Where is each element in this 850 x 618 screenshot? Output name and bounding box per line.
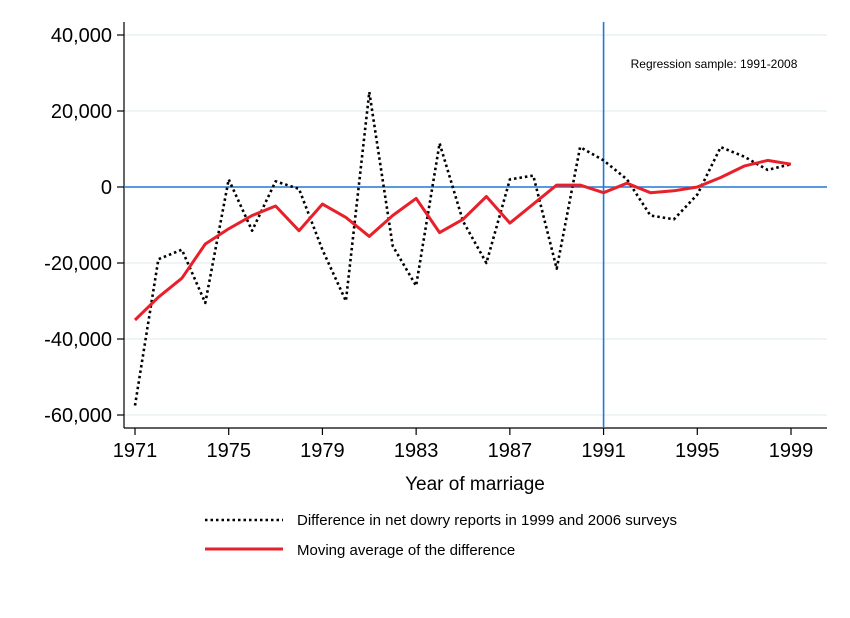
y-tick-label: -20,000: [44, 253, 112, 275]
x-tick-label: 1983: [394, 440, 439, 462]
y-tick-label: 40,000: [51, 25, 112, 47]
x-tick-label: 1995: [675, 440, 720, 462]
x-tick-label: 1991: [581, 440, 626, 462]
reference-lines: [124, 22, 827, 428]
gridlines: [124, 34, 827, 416]
y-tick-label: -40,000: [44, 329, 112, 351]
series-line-difference: [133, 90, 792, 406]
y-ticks: -60,000 -40,000 -20,000 0 20,000 40,000: [44, 25, 124, 427]
data-point: [649, 214, 652, 217]
x-ticks: 1971 1975 1979 1983 1987 1991 1995 1999: [113, 428, 814, 462]
legend-label-moving-average: Moving average of the difference: [297, 542, 515, 559]
x-tick-label: 1987: [488, 440, 533, 462]
x-tick-label: 1979: [300, 440, 345, 462]
series-group: [133, 90, 792, 406]
series-line-moving-average: [133, 158, 792, 322]
legend: Difference in net dowry reports in 1999 …: [205, 512, 677, 559]
data-point: [344, 300, 347, 303]
x-axis-title: Year of marriage: [405, 474, 545, 495]
x-tick-label: 1975: [206, 440, 251, 462]
legend-label-difference: Difference in net dowry reports in 1999 …: [297, 512, 677, 529]
regression-sample-annotation: Regression sample: 1991-2008: [631, 57, 798, 71]
y-tick-label: -60,000: [44, 405, 112, 427]
x-tick-label: 1999: [769, 440, 814, 462]
x-tick-label: 1971: [113, 440, 158, 462]
y-tick-label: 0: [101, 177, 112, 199]
y-tick-label: 20,000: [51, 101, 112, 123]
